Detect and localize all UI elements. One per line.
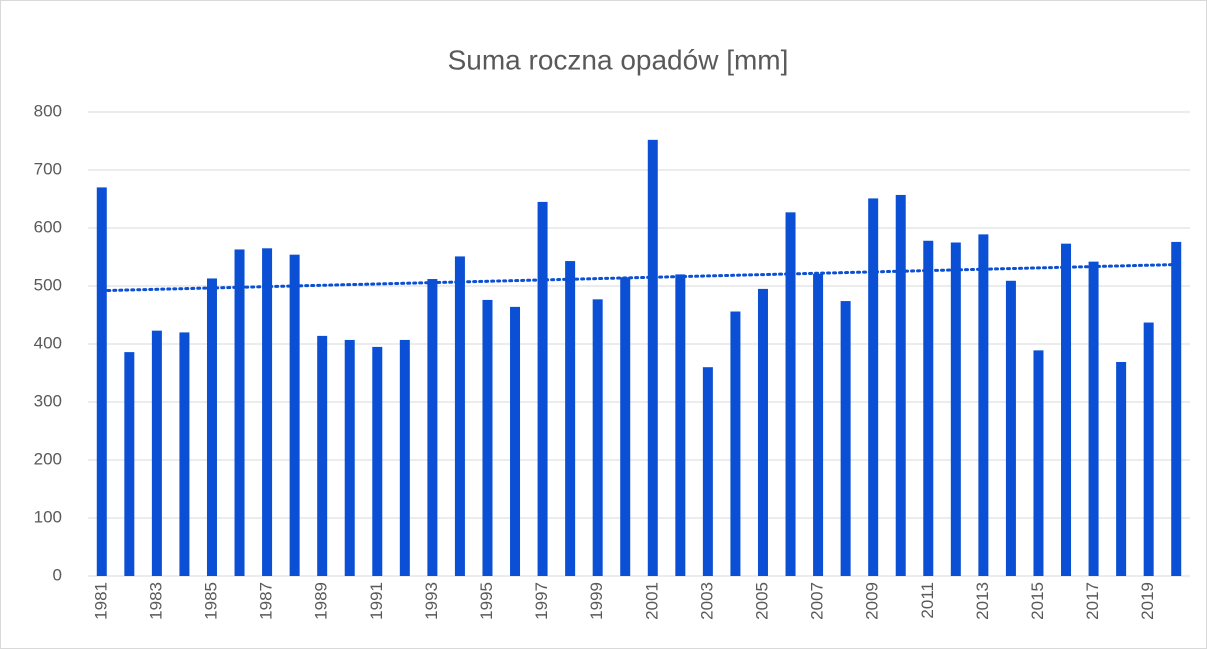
bar: [1061, 243, 1072, 576]
x-tick-label: 1985: [201, 582, 220, 620]
y-tick-label: 400: [34, 333, 62, 352]
bar: [317, 335, 328, 576]
x-tick-label: 1981: [91, 582, 110, 620]
y-tick-label: 700: [34, 159, 62, 178]
x-tick-label: 2005: [752, 582, 771, 620]
x-tick-label: 2017: [1083, 582, 1102, 620]
x-tick-label: 2011: [918, 582, 937, 619]
bar: [510, 306, 521, 576]
x-tick-label: 1995: [477, 582, 496, 620]
x-tick-label: 2013: [973, 582, 992, 620]
bar: [647, 139, 658, 576]
bar: [427, 279, 438, 576]
bar: [289, 254, 300, 576]
bar: [950, 242, 961, 576]
x-tick-label: 1989: [312, 582, 331, 620]
bar: [262, 248, 273, 577]
x-tick-label: 2003: [697, 582, 716, 620]
bar: [565, 261, 576, 576]
bar: [1116, 361, 1127, 576]
bar: [785, 212, 796, 576]
y-tick-label: 500: [34, 275, 62, 294]
bar: [620, 277, 631, 576]
bar: [813, 273, 824, 576]
chart-title: Suma roczna opadów [mm]: [448, 44, 789, 75]
x-tick-label: 2007: [808, 582, 827, 620]
x-tick-label: 1983: [146, 582, 165, 620]
bar: [840, 301, 851, 576]
bar: [206, 278, 217, 576]
x-tick-label: 2019: [1138, 582, 1157, 620]
x-tick-label: 1999: [587, 582, 606, 620]
bar: [482, 299, 493, 576]
bar: [454, 256, 465, 576]
bar: [151, 330, 162, 576]
y-tick-label: 600: [34, 217, 62, 236]
y-tick-label: 800: [34, 101, 62, 120]
trendline: [100, 263, 1178, 293]
bar: [978, 234, 989, 576]
bar: [1088, 261, 1099, 576]
bar: [124, 352, 135, 576]
bar: [923, 240, 934, 576]
bar: [96, 187, 107, 576]
bar: [730, 311, 741, 576]
bar: [179, 332, 190, 576]
x-tick-label: 1997: [532, 582, 551, 620]
y-tick-label: 100: [34, 507, 62, 526]
bar: [537, 201, 548, 576]
bar: [234, 249, 245, 576]
bar: [702, 367, 713, 576]
bar: [1171, 241, 1182, 577]
x-tick-label: 2009: [863, 582, 882, 620]
bar: [344, 339, 355, 576]
y-tick-label: 300: [34, 391, 62, 410]
bar: [1033, 350, 1044, 576]
bar: [399, 339, 410, 576]
y-tick-label: 200: [34, 449, 62, 468]
y-tick-label: 0: [53, 565, 62, 584]
bar: [757, 288, 768, 576]
bar: [592, 299, 603, 576]
x-tick-label: 2015: [1028, 582, 1047, 620]
bar: [675, 274, 686, 576]
x-tick-label: 1987: [257, 582, 276, 620]
x-tick-label: 1991: [367, 582, 386, 620]
x-tick-label: 1993: [422, 582, 441, 620]
x-tick-label: 2001: [642, 582, 661, 620]
bar: [372, 346, 383, 576]
bar: [1005, 280, 1016, 576]
bar: [895, 194, 906, 576]
bar: [1143, 322, 1154, 576]
bar: [868, 198, 879, 577]
